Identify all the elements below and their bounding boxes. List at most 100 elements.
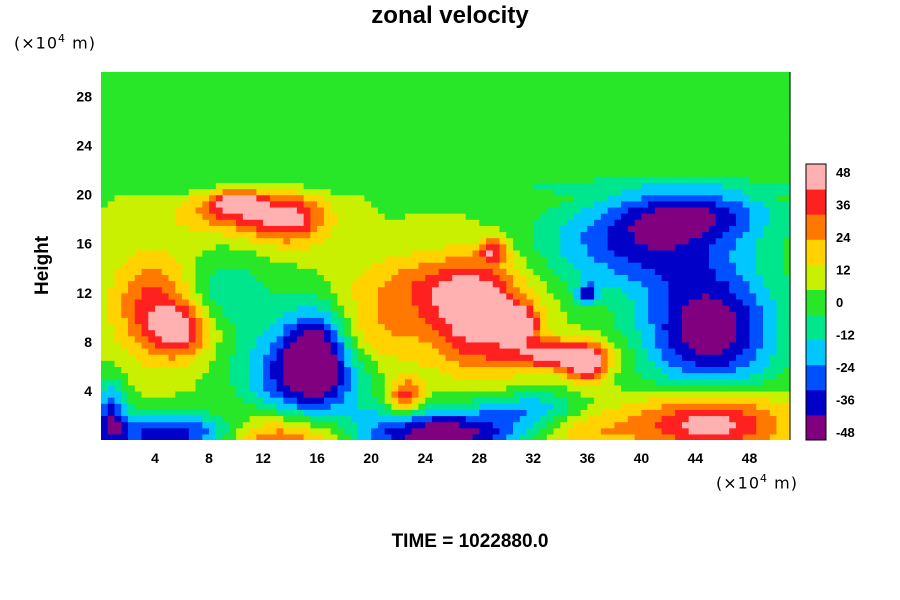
field-cell [283,188,291,196]
field-cell [431,384,440,392]
field-cell [486,194,494,202]
field-cell [236,108,244,116]
field-cell [526,90,534,98]
field-cell [310,274,318,282]
field-cell [384,421,393,429]
field-cell [654,225,663,233]
field-cell [384,329,393,337]
field-cell [621,262,629,269]
field-cell [337,133,345,141]
field-cell [236,372,244,380]
field-cell [357,323,366,331]
field-cell [540,378,548,386]
field-cell [121,335,129,343]
field-cell [445,378,453,386]
field-cell [519,384,528,392]
field-cell [310,360,318,367]
field-cell [553,145,561,153]
field-cell [600,219,609,226]
field-cell [283,366,291,374]
field-cell [182,390,190,398]
field-cell [614,72,622,79]
field-cell [364,133,372,141]
field-cell [486,280,494,288]
field-cell [323,108,332,116]
field-cell [161,274,170,282]
field-cell [209,298,217,306]
field-cell [452,249,460,257]
field-cell [431,164,440,171]
field-cell [398,170,406,177]
field-cell [526,397,534,404]
field-cell [391,348,399,355]
field-cell [553,194,561,202]
field-cell [648,274,656,282]
field-cell [377,311,386,318]
field-cell [195,286,203,294]
field-cell [553,200,561,208]
field-cell [256,384,264,392]
field-cell [269,78,278,85]
field-cell [431,114,440,122]
field-cell [621,366,629,374]
field-cell [661,433,670,440]
field-cell [269,90,278,98]
field-cell [350,274,359,282]
field-cell [479,298,487,306]
field-cell [357,280,366,288]
field-cell [323,200,332,208]
field-cell [506,403,514,410]
field-cell [371,176,379,183]
field-cell [168,194,176,202]
field-cell [175,292,183,300]
field-cell [425,354,433,361]
field-cell [627,384,636,392]
field-cell [452,108,460,116]
field-cell [269,262,278,269]
field-cell [202,317,210,325]
field-cell [567,72,575,79]
field-cell [350,256,359,263]
field-cell [506,121,514,128]
field-cell [242,84,251,91]
field-cell [256,213,264,220]
field-cell [202,311,210,318]
field-cell [168,237,176,245]
field-cell [607,323,615,331]
field-cell [344,274,352,282]
field-cell [161,256,170,263]
field-cell [425,145,433,153]
field-cell [553,354,561,361]
field-cell [425,390,433,398]
field-cell [513,317,521,325]
field-cell [148,139,156,147]
field-cell [155,219,163,226]
field-cell [323,243,332,251]
field-cell [391,280,399,288]
field-cell [641,157,649,165]
field-cell [411,194,420,202]
field-cell [371,213,379,220]
field-cell [175,231,183,239]
field-cell [499,262,507,269]
field-cell [155,237,163,245]
field-cell [182,348,190,355]
field-cell [276,317,284,325]
field-cell [654,360,663,367]
field-cell [128,366,136,374]
field-cell [431,200,440,208]
field-cell [209,372,217,380]
field-cell [303,360,311,367]
field-cell [445,317,453,325]
field-cell [371,194,379,202]
field-cell [202,268,210,275]
field-cell [540,323,548,331]
field-cell [411,390,420,398]
field-cell [614,403,622,410]
field-cell [249,262,257,269]
field-cell [404,268,413,275]
field-cell [526,280,534,288]
field-cell [323,305,332,312]
field-cell [418,188,426,196]
field-cell [519,182,528,190]
